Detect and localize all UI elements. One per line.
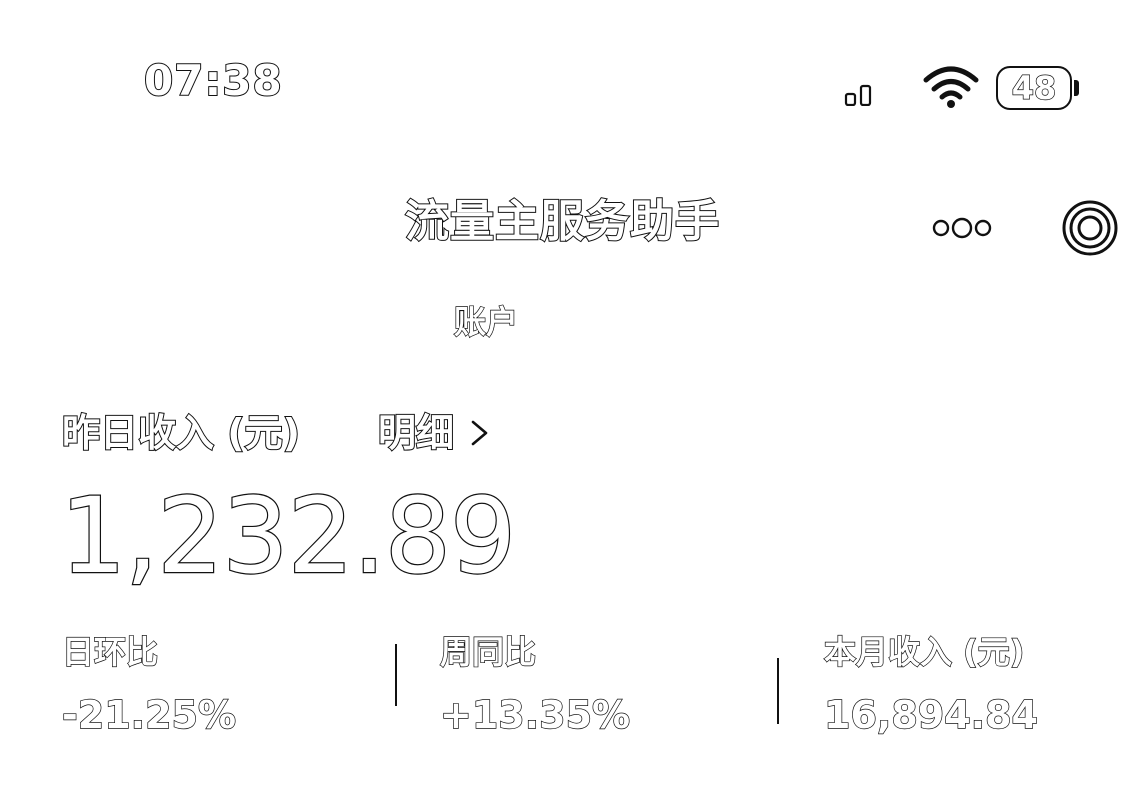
battery-level: 48 (1011, 69, 1057, 107)
chevron-right-icon (471, 420, 488, 446)
more-button[interactable] (930, 214, 994, 242)
stat-value-day-ratio: -21.25% (61, 693, 237, 737)
page-title: 流量主服务助手 (404, 196, 720, 247)
stat-divider (777, 658, 779, 724)
stat-value-week-ratio: +13.35% (439, 693, 631, 737)
stat-label-day-ratio: 日环比 (61, 633, 159, 671)
detail-link-label: 明细 (377, 411, 455, 455)
battery-tip (1074, 80, 1079, 96)
account-label: 账户 (453, 303, 519, 341)
yesterday-income-amount: 1,232.89 (59, 475, 518, 597)
signal-icon (844, 84, 872, 106)
stat-label-month-income: 本月收入 (元) (823, 633, 1025, 671)
yesterday-income-label: 昨日收入 (元) (61, 411, 301, 455)
detail-link[interactable]: 明细 (377, 411, 490, 455)
stat-value-month-income: 16,894.84 (823, 693, 1038, 737)
target-icon (1062, 200, 1118, 256)
stat-divider (395, 644, 397, 706)
wifi-icon (923, 66, 979, 108)
close-miniprogram-button[interactable] (1060, 198, 1120, 258)
battery-icon: 48 (996, 66, 1072, 110)
more-icon (932, 217, 992, 239)
stat-label-week-ratio: 周同比 (439, 633, 537, 671)
status-time: 07:38 (143, 56, 283, 105)
